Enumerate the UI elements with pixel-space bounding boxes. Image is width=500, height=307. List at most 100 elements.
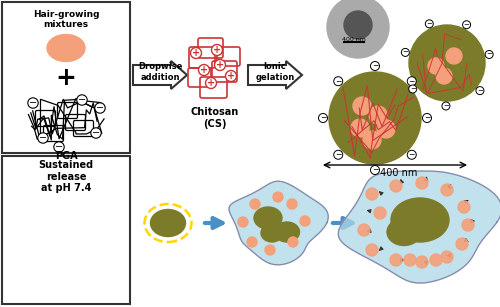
Text: −: − (443, 103, 449, 109)
Circle shape (374, 207, 386, 219)
Circle shape (358, 224, 370, 236)
Text: −: − (408, 77, 415, 86)
Circle shape (408, 85, 416, 93)
Text: Ionic
gelation: Ionic gelation (256, 62, 294, 82)
Circle shape (370, 165, 380, 174)
Text: −: − (408, 150, 415, 159)
Ellipse shape (391, 198, 449, 242)
Circle shape (38, 133, 48, 143)
Circle shape (273, 192, 283, 202)
Text: Dropwise
addition: Dropwise addition (138, 62, 182, 82)
Circle shape (77, 95, 87, 105)
Text: −: − (424, 114, 430, 122)
Ellipse shape (387, 219, 421, 246)
Circle shape (409, 25, 485, 101)
Circle shape (344, 11, 372, 39)
Text: Chitosan
(CS): Chitosan (CS) (191, 107, 239, 129)
Ellipse shape (150, 209, 186, 236)
Circle shape (300, 216, 310, 226)
Circle shape (441, 184, 453, 196)
Text: PGA: PGA (54, 151, 78, 161)
Text: −: − (402, 49, 408, 55)
Circle shape (476, 87, 484, 95)
Circle shape (28, 98, 38, 108)
Circle shape (428, 58, 444, 74)
Text: Hair-growing
mixtures: Hair-growing mixtures (33, 10, 99, 29)
Circle shape (206, 77, 216, 88)
Circle shape (416, 177, 428, 189)
Circle shape (366, 244, 378, 256)
Circle shape (377, 120, 395, 138)
Circle shape (416, 256, 428, 268)
Circle shape (238, 217, 248, 227)
Circle shape (436, 68, 452, 84)
Circle shape (353, 97, 371, 115)
Circle shape (318, 114, 328, 122)
Ellipse shape (254, 207, 282, 229)
Text: +: + (213, 45, 221, 55)
Circle shape (422, 114, 432, 122)
Text: +: + (207, 78, 215, 88)
Text: +: + (56, 66, 76, 90)
Text: −: − (426, 21, 432, 27)
Circle shape (462, 219, 474, 231)
Text: −: − (335, 77, 342, 86)
Circle shape (456, 238, 468, 250)
Text: ~400 nm: ~400 nm (372, 168, 418, 178)
Circle shape (190, 48, 202, 59)
Circle shape (226, 71, 236, 81)
Circle shape (329, 72, 421, 164)
Circle shape (408, 150, 416, 159)
Text: −: − (477, 87, 483, 94)
Text: −: − (486, 52, 492, 57)
Circle shape (247, 237, 257, 247)
FancyArrow shape (248, 61, 302, 89)
Text: −: − (92, 128, 100, 138)
Text: −: − (320, 114, 326, 122)
Circle shape (390, 254, 402, 266)
Ellipse shape (274, 222, 299, 242)
Circle shape (288, 237, 298, 247)
Text: −: − (55, 142, 63, 152)
Circle shape (485, 50, 493, 58)
Polygon shape (229, 181, 328, 265)
FancyBboxPatch shape (2, 156, 130, 304)
Circle shape (91, 128, 101, 138)
Text: −: − (335, 150, 342, 159)
Circle shape (351, 119, 369, 137)
Circle shape (327, 0, 389, 58)
FancyBboxPatch shape (2, 2, 130, 153)
Text: −: − (96, 103, 104, 113)
Circle shape (250, 199, 260, 209)
Circle shape (402, 49, 409, 56)
Circle shape (366, 188, 378, 200)
Circle shape (426, 20, 434, 28)
Circle shape (95, 103, 105, 113)
Text: Sustained
release
at pH 7.4: Sustained release at pH 7.4 (38, 160, 94, 193)
Circle shape (363, 131, 381, 149)
Circle shape (462, 21, 470, 29)
Ellipse shape (47, 34, 85, 61)
Circle shape (265, 245, 275, 255)
Text: 400 nm: 400 nm (342, 37, 366, 42)
Circle shape (198, 64, 209, 76)
Circle shape (287, 199, 297, 209)
Circle shape (390, 180, 402, 192)
Circle shape (212, 45, 222, 56)
Circle shape (214, 60, 226, 71)
Circle shape (404, 254, 416, 266)
Text: −: − (78, 95, 86, 105)
Ellipse shape (261, 224, 283, 242)
Text: −: − (372, 165, 378, 174)
Circle shape (430, 254, 442, 266)
Text: +: + (227, 71, 235, 81)
Text: +: + (192, 48, 200, 58)
Text: −: − (464, 22, 469, 28)
Circle shape (458, 201, 470, 213)
Circle shape (334, 150, 342, 159)
Circle shape (441, 251, 453, 263)
Circle shape (446, 48, 462, 64)
Text: −: − (39, 133, 47, 143)
Circle shape (370, 61, 380, 71)
Circle shape (442, 102, 450, 110)
